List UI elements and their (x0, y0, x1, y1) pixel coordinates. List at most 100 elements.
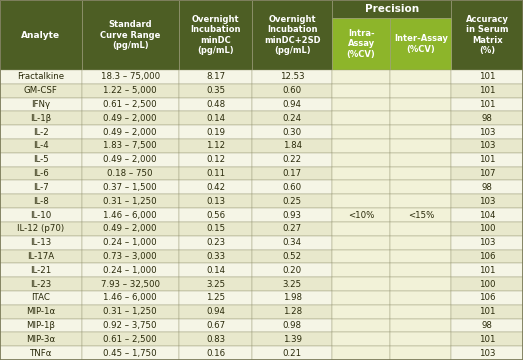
Text: 0.14: 0.14 (206, 114, 225, 123)
Text: 1.46 – 6,000: 1.46 – 6,000 (104, 211, 157, 220)
Bar (0, 277, 82, 291)
Bar (252, 319, 332, 332)
Text: 1.25: 1.25 (206, 293, 225, 302)
Bar (332, 125, 390, 139)
Text: 0.31 – 1,250: 0.31 – 1,250 (104, 197, 157, 206)
Text: 101: 101 (479, 335, 495, 344)
Text: IL-1β: IL-1β (30, 114, 51, 123)
Bar (252, 291, 332, 305)
Text: Intra-
Assay
(%CV): Intra- Assay (%CV) (347, 29, 376, 59)
Bar (252, 222, 332, 236)
Text: IL-6: IL-6 (33, 169, 49, 178)
Text: 1.22 – 5,000: 1.22 – 5,000 (104, 86, 157, 95)
Text: 0.92 – 3,750: 0.92 – 3,750 (104, 321, 157, 330)
Text: 0.24 – 1,000: 0.24 – 1,000 (104, 266, 157, 275)
Text: 104: 104 (479, 211, 495, 220)
Text: 101: 101 (479, 155, 495, 164)
Bar (179, 180, 252, 194)
Bar (451, 277, 523, 291)
Text: IL-13: IL-13 (30, 238, 51, 247)
Text: 0.17: 0.17 (282, 169, 302, 178)
Text: 0.56: 0.56 (206, 211, 225, 220)
Bar (82, 277, 179, 291)
Text: 0.52: 0.52 (282, 252, 302, 261)
Text: IL-4: IL-4 (33, 141, 49, 150)
Text: 0.48: 0.48 (206, 100, 225, 109)
Bar (82, 332, 179, 346)
Bar (252, 70, 332, 84)
Text: 0.94: 0.94 (282, 100, 302, 109)
Bar (82, 208, 179, 222)
Text: 0.60: 0.60 (282, 183, 302, 192)
Bar (82, 346, 179, 360)
Bar (451, 194, 523, 208)
Text: IL-2: IL-2 (33, 128, 49, 137)
Bar (332, 112, 390, 125)
Text: IL-21: IL-21 (30, 266, 51, 275)
Bar (0, 291, 82, 305)
Text: TNFα: TNFα (30, 348, 52, 357)
Bar (82, 305, 179, 319)
Text: 101: 101 (479, 307, 495, 316)
Bar (390, 125, 451, 139)
Bar (332, 153, 390, 167)
Bar (451, 112, 523, 125)
Bar (179, 0, 252, 70)
Text: 0.49 – 2,000: 0.49 – 2,000 (104, 155, 157, 164)
Text: 101: 101 (479, 100, 495, 109)
Text: 0.31 – 1,250: 0.31 – 1,250 (104, 307, 157, 316)
Bar (390, 236, 451, 249)
Bar (179, 305, 252, 319)
Text: 101: 101 (479, 266, 495, 275)
Bar (179, 208, 252, 222)
Bar (0, 346, 82, 360)
Bar (390, 139, 451, 153)
Bar (252, 249, 332, 263)
Bar (390, 98, 451, 112)
Bar (82, 222, 179, 236)
Bar (179, 291, 252, 305)
Bar (0, 208, 82, 222)
Bar (451, 98, 523, 112)
Bar (252, 98, 332, 112)
Bar (0, 70, 82, 84)
Bar (0, 236, 82, 249)
Text: 1.39: 1.39 (282, 335, 302, 344)
Bar (252, 305, 332, 319)
Bar (451, 332, 523, 346)
Bar (451, 153, 523, 167)
Bar (451, 167, 523, 180)
Bar (179, 167, 252, 180)
Bar (451, 208, 523, 222)
Bar (252, 167, 332, 180)
Text: 0.27: 0.27 (282, 224, 302, 233)
Bar (179, 332, 252, 346)
Bar (179, 139, 252, 153)
Bar (252, 346, 332, 360)
Text: <15%: <15% (407, 211, 434, 220)
Text: 3.25: 3.25 (206, 280, 225, 289)
Text: 7.93 – 32,500: 7.93 – 32,500 (101, 280, 160, 289)
Text: IFNγ: IFNγ (31, 100, 50, 109)
Text: 0.24 – 1,000: 0.24 – 1,000 (104, 238, 157, 247)
Text: <10%: <10% (348, 211, 374, 220)
Bar (332, 236, 390, 249)
Text: MIP-3α: MIP-3α (26, 335, 55, 344)
Text: 0.19: 0.19 (206, 128, 225, 137)
Bar (82, 263, 179, 277)
Bar (179, 125, 252, 139)
Bar (82, 112, 179, 125)
Bar (82, 319, 179, 332)
Bar (332, 346, 390, 360)
Bar (82, 70, 179, 84)
Text: 0.35: 0.35 (206, 86, 225, 95)
Text: 0.61 – 2,500: 0.61 – 2,500 (104, 335, 157, 344)
Bar (390, 18, 451, 70)
Text: 0.25: 0.25 (282, 197, 302, 206)
Bar (451, 139, 523, 153)
Bar (179, 222, 252, 236)
Text: 98: 98 (482, 114, 493, 123)
Text: 98: 98 (482, 183, 493, 192)
Text: Analyte: Analyte (21, 31, 61, 40)
Bar (451, 305, 523, 319)
